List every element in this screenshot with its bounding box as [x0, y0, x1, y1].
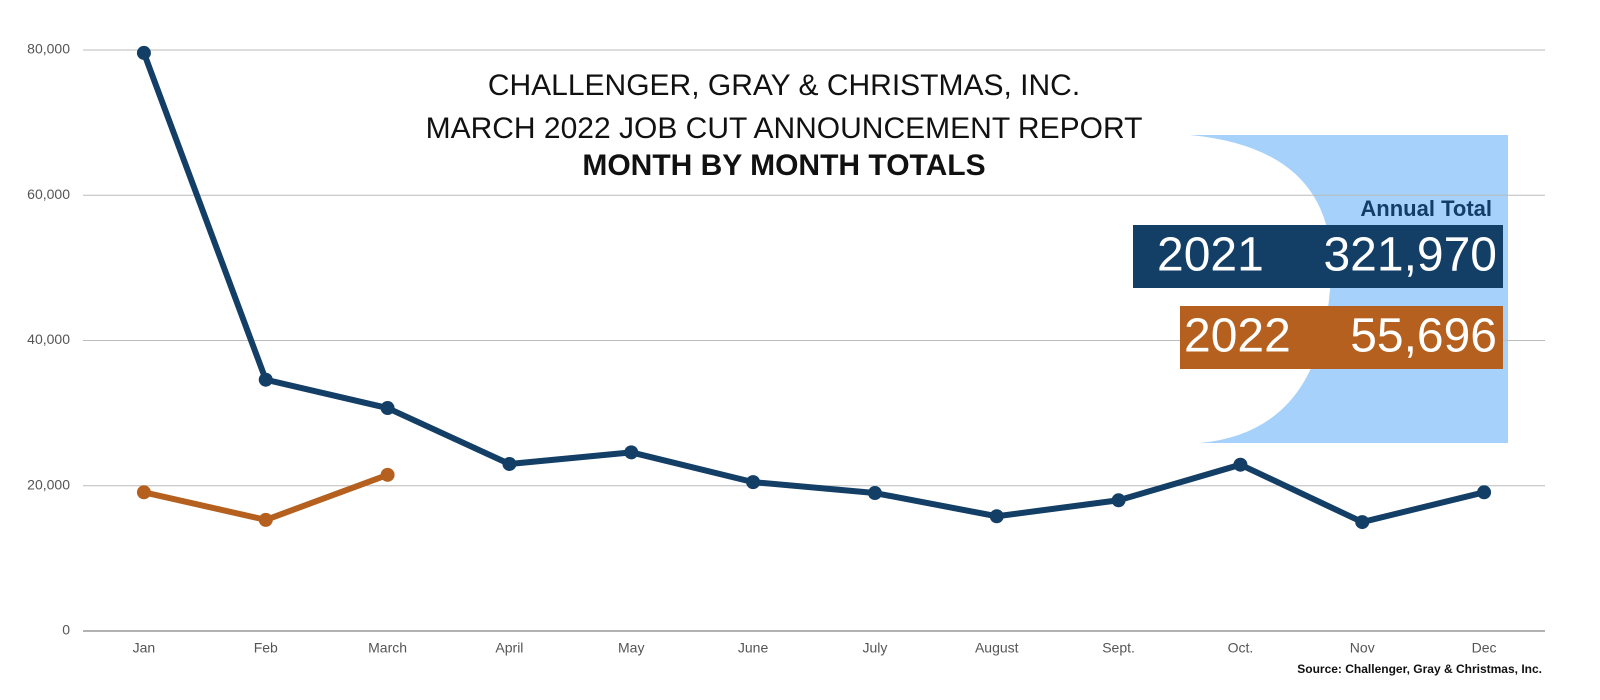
data-point: [867, 486, 882, 501]
data-point: [1355, 515, 1370, 530]
y-tick-label: 80,000: [27, 41, 70, 57]
chart-subtitle: MARCH 2022 JOB CUT ANNOUNCEMENT REPORT: [426, 112, 1143, 145]
annual-box: [1133, 225, 1503, 288]
data-point: [136, 45, 151, 60]
annual-box: [1180, 306, 1503, 369]
annual-title: Annual Total: [1360, 196, 1492, 221]
y-tick-label: 0: [62, 622, 70, 638]
annual-total: 55,696: [1350, 310, 1497, 363]
x-tick-label: May: [618, 640, 644, 656]
data-point: [624, 445, 639, 460]
x-tick-label: April: [495, 640, 523, 656]
source: Source: Challenger, Gray & Christmas, In…: [1297, 662, 1542, 676]
y-tick-label: 40,000: [27, 331, 70, 347]
data-point: [258, 512, 273, 527]
y-tick-label: 60,000: [27, 186, 70, 202]
x-tick-label: March: [368, 640, 407, 656]
data-point: [1477, 485, 1492, 500]
y-tick-label: 20,000: [27, 476, 70, 492]
x-tick-label: Dec: [1472, 640, 1497, 656]
annual-year: 2022: [1184, 310, 1291, 363]
x-tick-label: August: [975, 640, 1019, 656]
annual-total: 321,970: [1323, 229, 1497, 282]
data-point: [136, 485, 151, 500]
annual-backdrop: [1190, 135, 1508, 443]
chart-title: CHALLENGER, GRAY & CHRISTMAS, INC.: [488, 69, 1080, 102]
data-point: [746, 475, 761, 490]
data-point: [989, 509, 1004, 524]
series-line: [141, 51, 1485, 526]
data-point: [380, 401, 395, 416]
x-tick-label: Nov: [1350, 640, 1375, 656]
data-point: [502, 456, 517, 471]
x-tick-label: July: [862, 640, 887, 656]
x-tick-label: Sept.: [1102, 640, 1135, 656]
data-point: [1111, 493, 1126, 508]
x-tick-label: June: [738, 640, 769, 656]
x-tick-label: Jan: [133, 640, 156, 656]
annual-year: 2021: [1157, 229, 1264, 282]
x-tick-label: Oct.: [1228, 640, 1254, 656]
data-point: [380, 467, 395, 482]
data-point: [258, 372, 273, 387]
chart-subtitle: MONTH BY MONTH TOTALS: [582, 149, 985, 182]
x-tick-label: Feb: [254, 640, 278, 656]
data-point: [1233, 457, 1248, 472]
